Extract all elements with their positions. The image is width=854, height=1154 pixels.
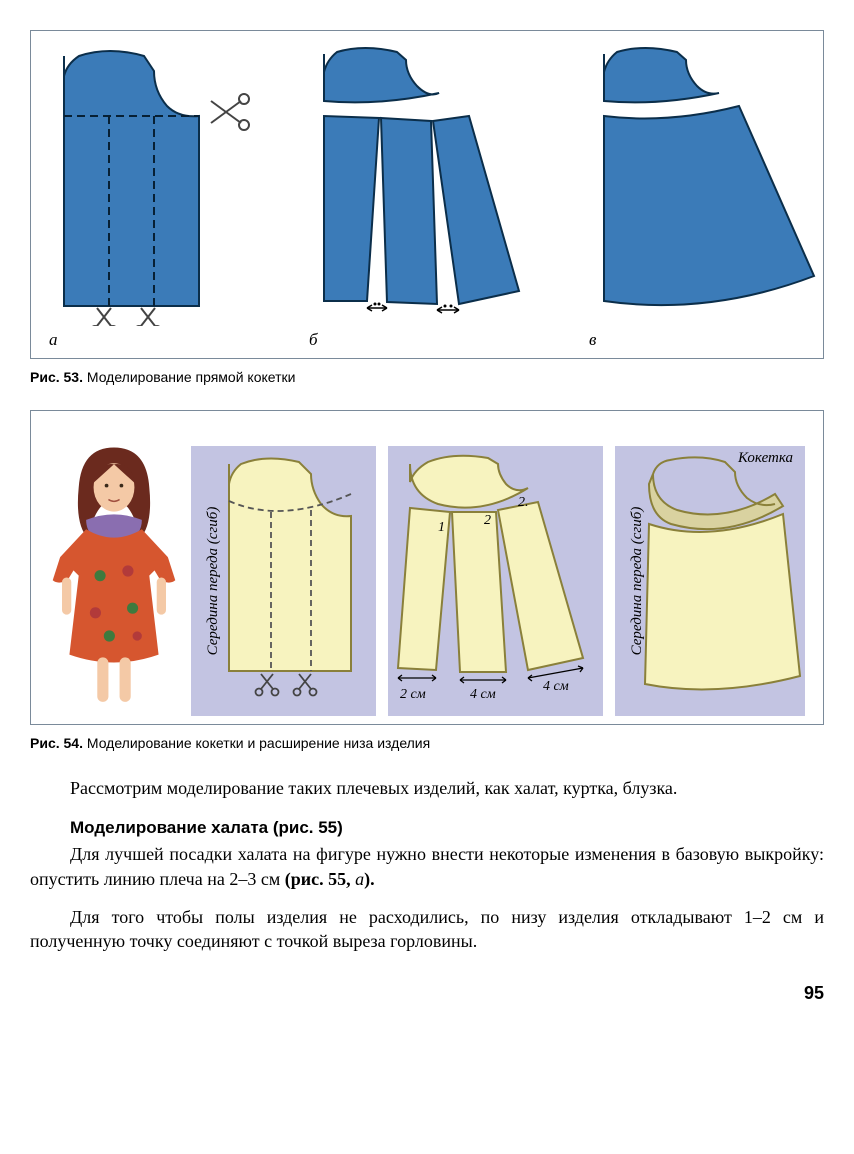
fig54-panel-2: 1 2 2. 2 см 4 см 4 см [388, 446, 603, 716]
fig53-label-c: в [589, 330, 596, 350]
fig54-vlabel-3: Середина переда (сгиб) [629, 507, 646, 656]
para2b-end: ). [364, 869, 375, 889]
paragraph-3: Для того чтобы полы изделия не расходили… [30, 905, 824, 954]
fig54-panel-1: Середина переда (сгиб) [191, 446, 376, 716]
page-number: 95 [30, 983, 824, 1004]
figure-53-box: а б [30, 30, 824, 359]
fig54-panel-3: Середина переда (сгиб) Кокетка [615, 446, 805, 716]
para3-text: Для того чтобы полы изделия не расходили… [30, 907, 824, 951]
fig53-caption-text: Моделирование прямой кокетки [87, 369, 296, 385]
fig54-vlabel-1: Середина переда (сгиб) [205, 507, 222, 656]
fig53-label-b: б [309, 330, 318, 350]
fig53-caption: Рис. 53. Моделирование прямой кокетки [30, 369, 824, 385]
paragraph-2: Для лучшей посадки халата на фигуре нужн… [30, 842, 824, 891]
fig53-col-b: б [309, 46, 559, 350]
fig53-col-c: в [589, 46, 829, 350]
fig54-caption-text: Моделирование кокетки и расширение низа … [87, 735, 430, 751]
para2b-bold: (рис. 55, [285, 869, 355, 889]
fig54-caption-num: Рис. 54. [30, 735, 83, 751]
subheading: Моделирование халата (рис. 55) [70, 818, 824, 838]
fig54-caption: Рис. 54. Моделирование кокетки и расшире… [30, 735, 824, 751]
fig54-dim-3: 4 см [543, 679, 569, 694]
fig53-label-a: а [49, 330, 58, 350]
fig54-num-2a: 2 [484, 513, 491, 528]
fig54-girl [49, 426, 179, 716]
fig53-pattern-a [49, 46, 279, 326]
fig53-col-a: а [49, 46, 279, 350]
paragraph-1: Рассмотрим моделирование таких плечевых … [30, 776, 824, 800]
para2b-ital: а [355, 869, 364, 889]
figure-54-row: Середина переда (сгиб) [49, 426, 805, 716]
fig54-num-1: 1 [438, 520, 445, 535]
fig53-caption-num: Рис. 53. [30, 369, 83, 385]
fig54-kokt-label: Кокетка [738, 450, 793, 467]
figure-53-row: а б [49, 46, 805, 350]
fig53-pattern-b [309, 46, 559, 326]
para1-text: Рассмотрим моделирование таких плечевых … [70, 778, 677, 798]
fig53-pattern-c [589, 46, 829, 326]
para2a: Для лучшей посадки халата на фигуре нужн… [30, 844, 824, 888]
figure-54-box: Середина переда (сгиб) [30, 410, 824, 725]
fig54-dim-1: 2 см [400, 687, 426, 702]
fig54-pattern-2: 1 2 2. 2 см 4 см 4 см [388, 446, 603, 716]
fig54-num-2b: 2. [518, 495, 529, 510]
fig54-dim-2: 4 см [470, 687, 496, 702]
